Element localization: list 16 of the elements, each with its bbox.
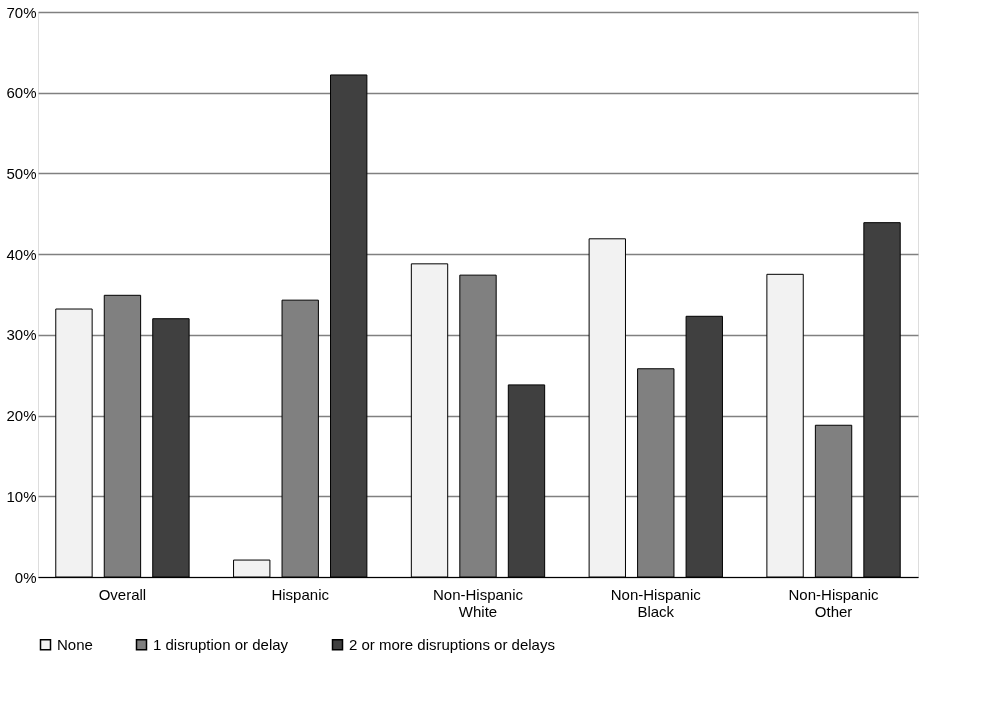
y-tick-label: 40% (6, 245, 37, 263)
x-tick-label: Hispanic (271, 585, 330, 603)
x-tick-label: Non-Hispanic White (432, 585, 524, 620)
x-tick-label: Non-Hispanic Other (788, 585, 880, 620)
y-tick-label: 60% (6, 84, 37, 102)
y-tick-label: 10% (6, 487, 37, 505)
y-tick-label: 20% (6, 407, 37, 425)
legend-label: 1 disruption or delay (153, 635, 289, 653)
y-tick-label: 70% (6, 3, 37, 21)
legend-label: 2 or more disruptions or delays (349, 635, 555, 653)
y-tick-label: 50% (6, 164, 37, 182)
x-tick-label: Non-Hispanic Black (610, 585, 702, 620)
y-tick-label: 30% (6, 326, 37, 344)
y-tick-label: 0% (14, 568, 37, 586)
x-tick-label: Overall (98, 585, 147, 603)
legend-label: None (57, 635, 93, 653)
